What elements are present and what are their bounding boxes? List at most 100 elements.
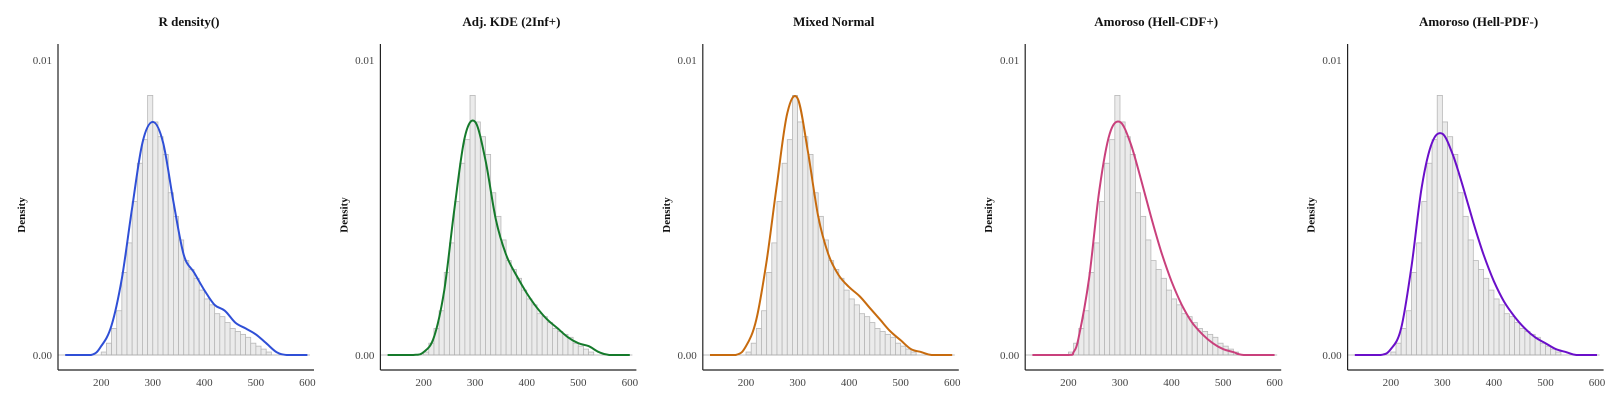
histogram-bar <box>459 162 466 356</box>
histogram-bar <box>178 239 185 356</box>
histogram-bar <box>802 136 809 356</box>
chart-title: Amoroso (Hell-CDF+) <box>1094 14 1218 29</box>
histogram-bar <box>1088 271 1095 356</box>
histogram-bar <box>1411 271 1418 356</box>
y-tick-label: 0.00 <box>33 350 53 362</box>
histogram-bar <box>583 348 589 356</box>
x-tick-label: 500 <box>1215 377 1232 389</box>
y-tick-label: 0.01 <box>1000 55 1019 67</box>
y-tick-label: 0.00 <box>678 350 698 362</box>
histogram-bar <box>1457 192 1464 356</box>
histogram-bar <box>1503 313 1510 356</box>
histogram-bar <box>116 310 123 356</box>
histogram-bar <box>797 121 804 356</box>
histogram-bar <box>1155 269 1162 356</box>
y-axis-label: Density <box>16 197 28 233</box>
histogram-bar <box>209 304 216 356</box>
x-tick-label: 400 <box>196 377 213 389</box>
histogram-bar <box>776 201 783 356</box>
histogram-bar <box>260 348 267 356</box>
histogram-bar <box>224 322 231 356</box>
x-tick-label: 300 <box>789 377 806 389</box>
histogram-bar <box>792 95 798 356</box>
histogram-bar <box>822 239 829 356</box>
histogram-bar <box>1493 298 1500 356</box>
histogram-bar <box>1514 322 1521 356</box>
histogram-bar <box>234 330 241 356</box>
histogram-bar <box>1119 121 1126 356</box>
histogram-bar <box>479 136 486 356</box>
histogram-bar <box>500 239 507 356</box>
histogram-bar <box>474 121 481 356</box>
histogram-bar <box>464 139 471 356</box>
histogram-bar <box>1160 277 1167 356</box>
histogram-bar <box>1472 260 1479 356</box>
histogram-bar <box>100 351 107 356</box>
histogram-bar <box>1416 242 1423 356</box>
histogram-bar <box>889 336 896 356</box>
histogram-bar <box>255 345 262 356</box>
histogram-bar <box>848 298 855 356</box>
histogram-bar <box>1171 298 1178 356</box>
histogram-bar <box>250 342 257 356</box>
chart-panel: Adj. KDE (2Inf+) Density 200 300 400 500 600 0.… <box>338 14 638 389</box>
histogram-bar <box>188 269 195 356</box>
histogram-bar <box>1447 136 1454 356</box>
y-tick-label: 0.00 <box>355 350 375 362</box>
histogram-bar <box>219 316 226 356</box>
x-tick-label: 600 <box>1266 377 1283 389</box>
histogram-bar <box>1124 136 1131 356</box>
histogram-bar <box>557 330 564 356</box>
histogram-bar <box>1478 269 1485 356</box>
histogram-bar <box>1150 260 1157 356</box>
histogram-bar <box>1508 316 1515 356</box>
histogram-bar <box>1426 162 1433 356</box>
histogram-bar <box>526 298 533 356</box>
histogram-bar <box>588 351 595 356</box>
histogram-bar <box>162 153 169 356</box>
y-axis-label: Density <box>1306 197 1318 233</box>
histogram-bar <box>1431 139 1438 356</box>
histogram-bar <box>859 313 865 356</box>
histogram-bar <box>864 316 871 356</box>
histogram-bar <box>1519 328 1526 356</box>
histogram-bar <box>505 260 512 356</box>
x-tick-label: 600 <box>1589 377 1606 389</box>
histogram-bar <box>1176 304 1183 356</box>
histogram-bar <box>1109 139 1116 356</box>
histogram-bar <box>1452 153 1459 356</box>
histogram-bar <box>786 139 793 356</box>
histogram-bar <box>469 95 476 356</box>
histogram-bar <box>1145 239 1152 356</box>
histogram-bar <box>1135 192 1142 356</box>
histogram-bar <box>1545 345 1552 356</box>
histogram-bar <box>214 313 221 356</box>
histogram-bar <box>198 289 205 356</box>
chart-title: R density() <box>158 14 219 29</box>
histogram-bar <box>755 328 762 356</box>
histogram-bar <box>1114 95 1121 356</box>
x-tick-label: 300 <box>1434 377 1451 389</box>
y-tick-label: 0.01 <box>1322 55 1341 67</box>
histogram-bar <box>245 336 252 356</box>
histogram-bar <box>1390 351 1397 356</box>
x-tick-label: 400 <box>518 377 535 389</box>
histogram-bar <box>1539 342 1546 356</box>
histogram-bar <box>1467 239 1474 356</box>
histogram-bar <box>521 289 528 356</box>
x-tick-label: 400 <box>1486 377 1503 389</box>
histogram-bar <box>1207 333 1214 356</box>
x-tick-label: 500 <box>1537 377 1554 389</box>
chart-panel: Mixed Normal Density 200 300 400 500 600 0.00 0.… <box>661 14 961 389</box>
x-tick-label: 200 <box>1383 377 1400 389</box>
y-axis-label: Density <box>338 197 350 233</box>
histogram-bar <box>147 95 154 356</box>
histogram-bar <box>1165 289 1172 356</box>
density-curve <box>1032 120 1275 356</box>
histogram-bar <box>761 310 768 356</box>
histogram-bar <box>900 345 907 356</box>
histogram-bar <box>1395 342 1402 356</box>
histogram-bar <box>510 269 517 356</box>
x-tick-label: 500 <box>248 377 265 389</box>
x-tick-label: 600 <box>944 377 961 389</box>
